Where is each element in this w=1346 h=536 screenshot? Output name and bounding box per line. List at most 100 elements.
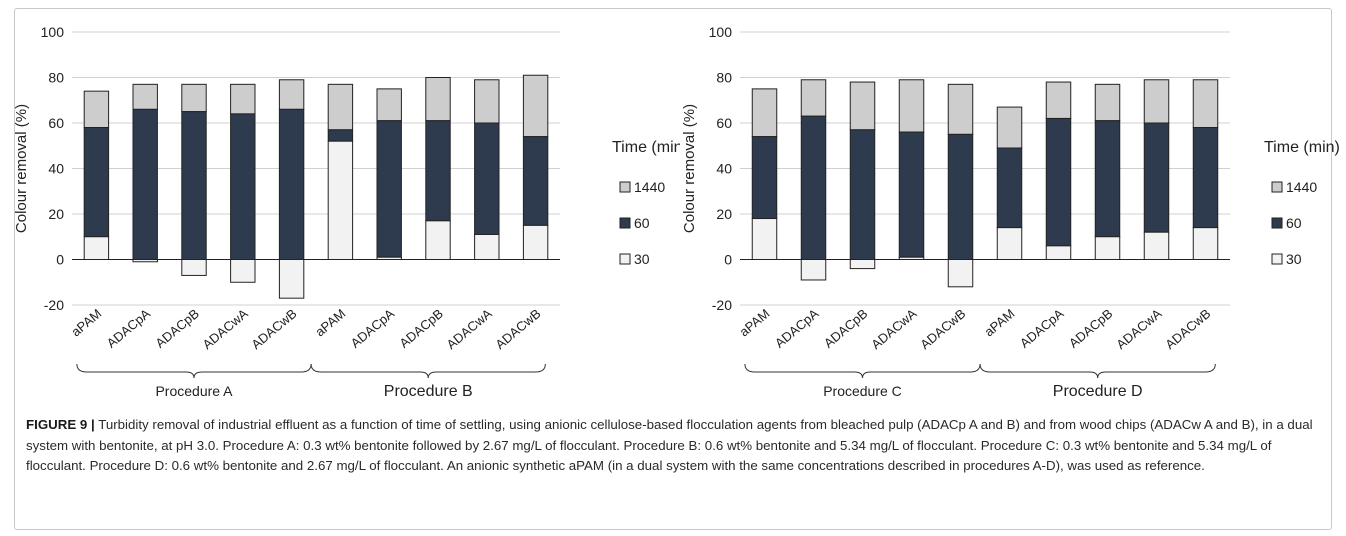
bar-1440 [278,79,305,110]
bar-60 [181,111,207,260]
bar-1440 [1192,79,1219,129]
y-tick-label: 40 [48,161,64,177]
x-tick-label: ADACpB [152,306,202,351]
x-tick-label: ADACpB [821,306,871,351]
x-tick-label: ADACpA [348,306,398,351]
y-tick-label: 80 [716,70,732,86]
group-brace [744,363,981,379]
bar-60 [230,113,256,261]
bar-30 [522,224,549,260]
bar-1440 [132,83,158,110]
bar-1440 [181,83,207,113]
bar-30 [1094,236,1121,260]
legend-label-60: 60 [634,215,650,231]
bar-60 [849,129,876,260]
bar-1440 [474,79,500,124]
bar-1440 [898,79,925,133]
legend-swatch-1440 [619,181,631,193]
y-tick-label: 20 [48,206,64,222]
bar-1440 [751,88,778,138]
bar-60 [132,108,158,260]
bar-60 [996,147,1023,229]
y-tick-label: 40 [716,161,732,177]
bar-60 [327,129,354,142]
group-label: Procedure A [155,383,233,399]
x-tick-label: aPAM [736,306,772,340]
bar-30 [751,218,778,261]
y-tick-label: 0 [724,252,732,268]
x-tick-label: ADACpB [396,306,446,351]
bar-30 [1192,227,1219,260]
x-tick-label: ADACwB [1162,306,1213,352]
bar-1440 [800,79,827,117]
x-tick-label: aPAM [68,306,104,340]
caption-text: Turbidity removal of industrial effluent… [26,417,1313,473]
y-axis-label: Colour removal (%) [681,104,698,233]
x-tick-label: ADACwB [492,306,543,352]
bar-1440 [230,83,256,115]
group-label: Procedure D [1053,383,1143,400]
bar-30 [1045,245,1072,261]
legend-swatch-1440 [1271,181,1283,193]
x-tick-label: ADACpB [1066,306,1116,351]
legend-label-1440: 1440 [634,179,665,195]
group-brace [310,363,546,379]
y-tick-label: 60 [48,115,64,131]
y-tick-label: 100 [41,24,65,40]
bar-60 [1094,120,1121,238]
x-tick-label: ADACpA [772,306,822,351]
x-tick-label: ADACwA [200,306,251,353]
bar-60 [1192,127,1219,229]
legend-swatch-60 [619,217,631,229]
x-tick-label: ADACwA [868,306,919,353]
legend-label-1440: 1440 [1286,179,1317,195]
y-axis-label: Colour removal (%) [13,104,30,233]
bar-1440 [1094,83,1121,122]
group-brace [76,363,312,379]
legend-title: Time (min) [1264,139,1340,156]
y-tick-label: 60 [716,115,732,131]
x-tick-label: ADACwB [248,306,299,352]
y-tick-label: 80 [48,70,64,86]
bar-60 [1045,117,1072,247]
bar-30 [83,236,110,260]
bar-60 [376,120,402,258]
bar-60 [83,127,110,238]
bar-30 [947,259,974,288]
y-tick-label: -20 [712,297,732,313]
bar-1440 [996,106,1023,149]
bar-30 [230,259,256,283]
group-label: Procedure C [823,383,902,399]
bar-1440 [522,74,549,138]
y-tick-label: -20 [44,297,64,313]
legend-title: Time (min) [612,139,680,156]
bar-60 [522,136,549,226]
legend-label-60: 60 [1286,215,1302,231]
bar-60 [751,136,778,220]
bar-60 [1143,122,1170,233]
legend-swatch-30 [1271,253,1283,265]
y-tick-label: 100 [709,24,733,40]
legend-label-30: 30 [1286,251,1302,267]
bar-1440 [849,81,876,131]
y-tick-label: 0 [56,252,64,268]
x-tick-label: ADACwB [917,306,968,352]
group-label: Procedure B [384,383,473,400]
figure-caption: FIGURE 9 | Turbidity removal of industri… [26,415,1326,477]
bar-30 [474,233,500,261]
bar-30 [996,227,1023,260]
x-tick-label: ADACpA [1017,306,1067,351]
group-brace [979,363,1216,379]
legend-swatch-30 [619,253,631,265]
bar-1440 [1045,81,1072,119]
x-tick-label: ADACwA [444,306,495,353]
bar-1440 [376,88,402,122]
bar-30 [849,259,876,270]
legend-swatch-60 [1271,217,1283,229]
bar-60 [474,122,500,235]
x-tick-label: aPAM [312,306,348,340]
bar-30 [327,140,354,260]
